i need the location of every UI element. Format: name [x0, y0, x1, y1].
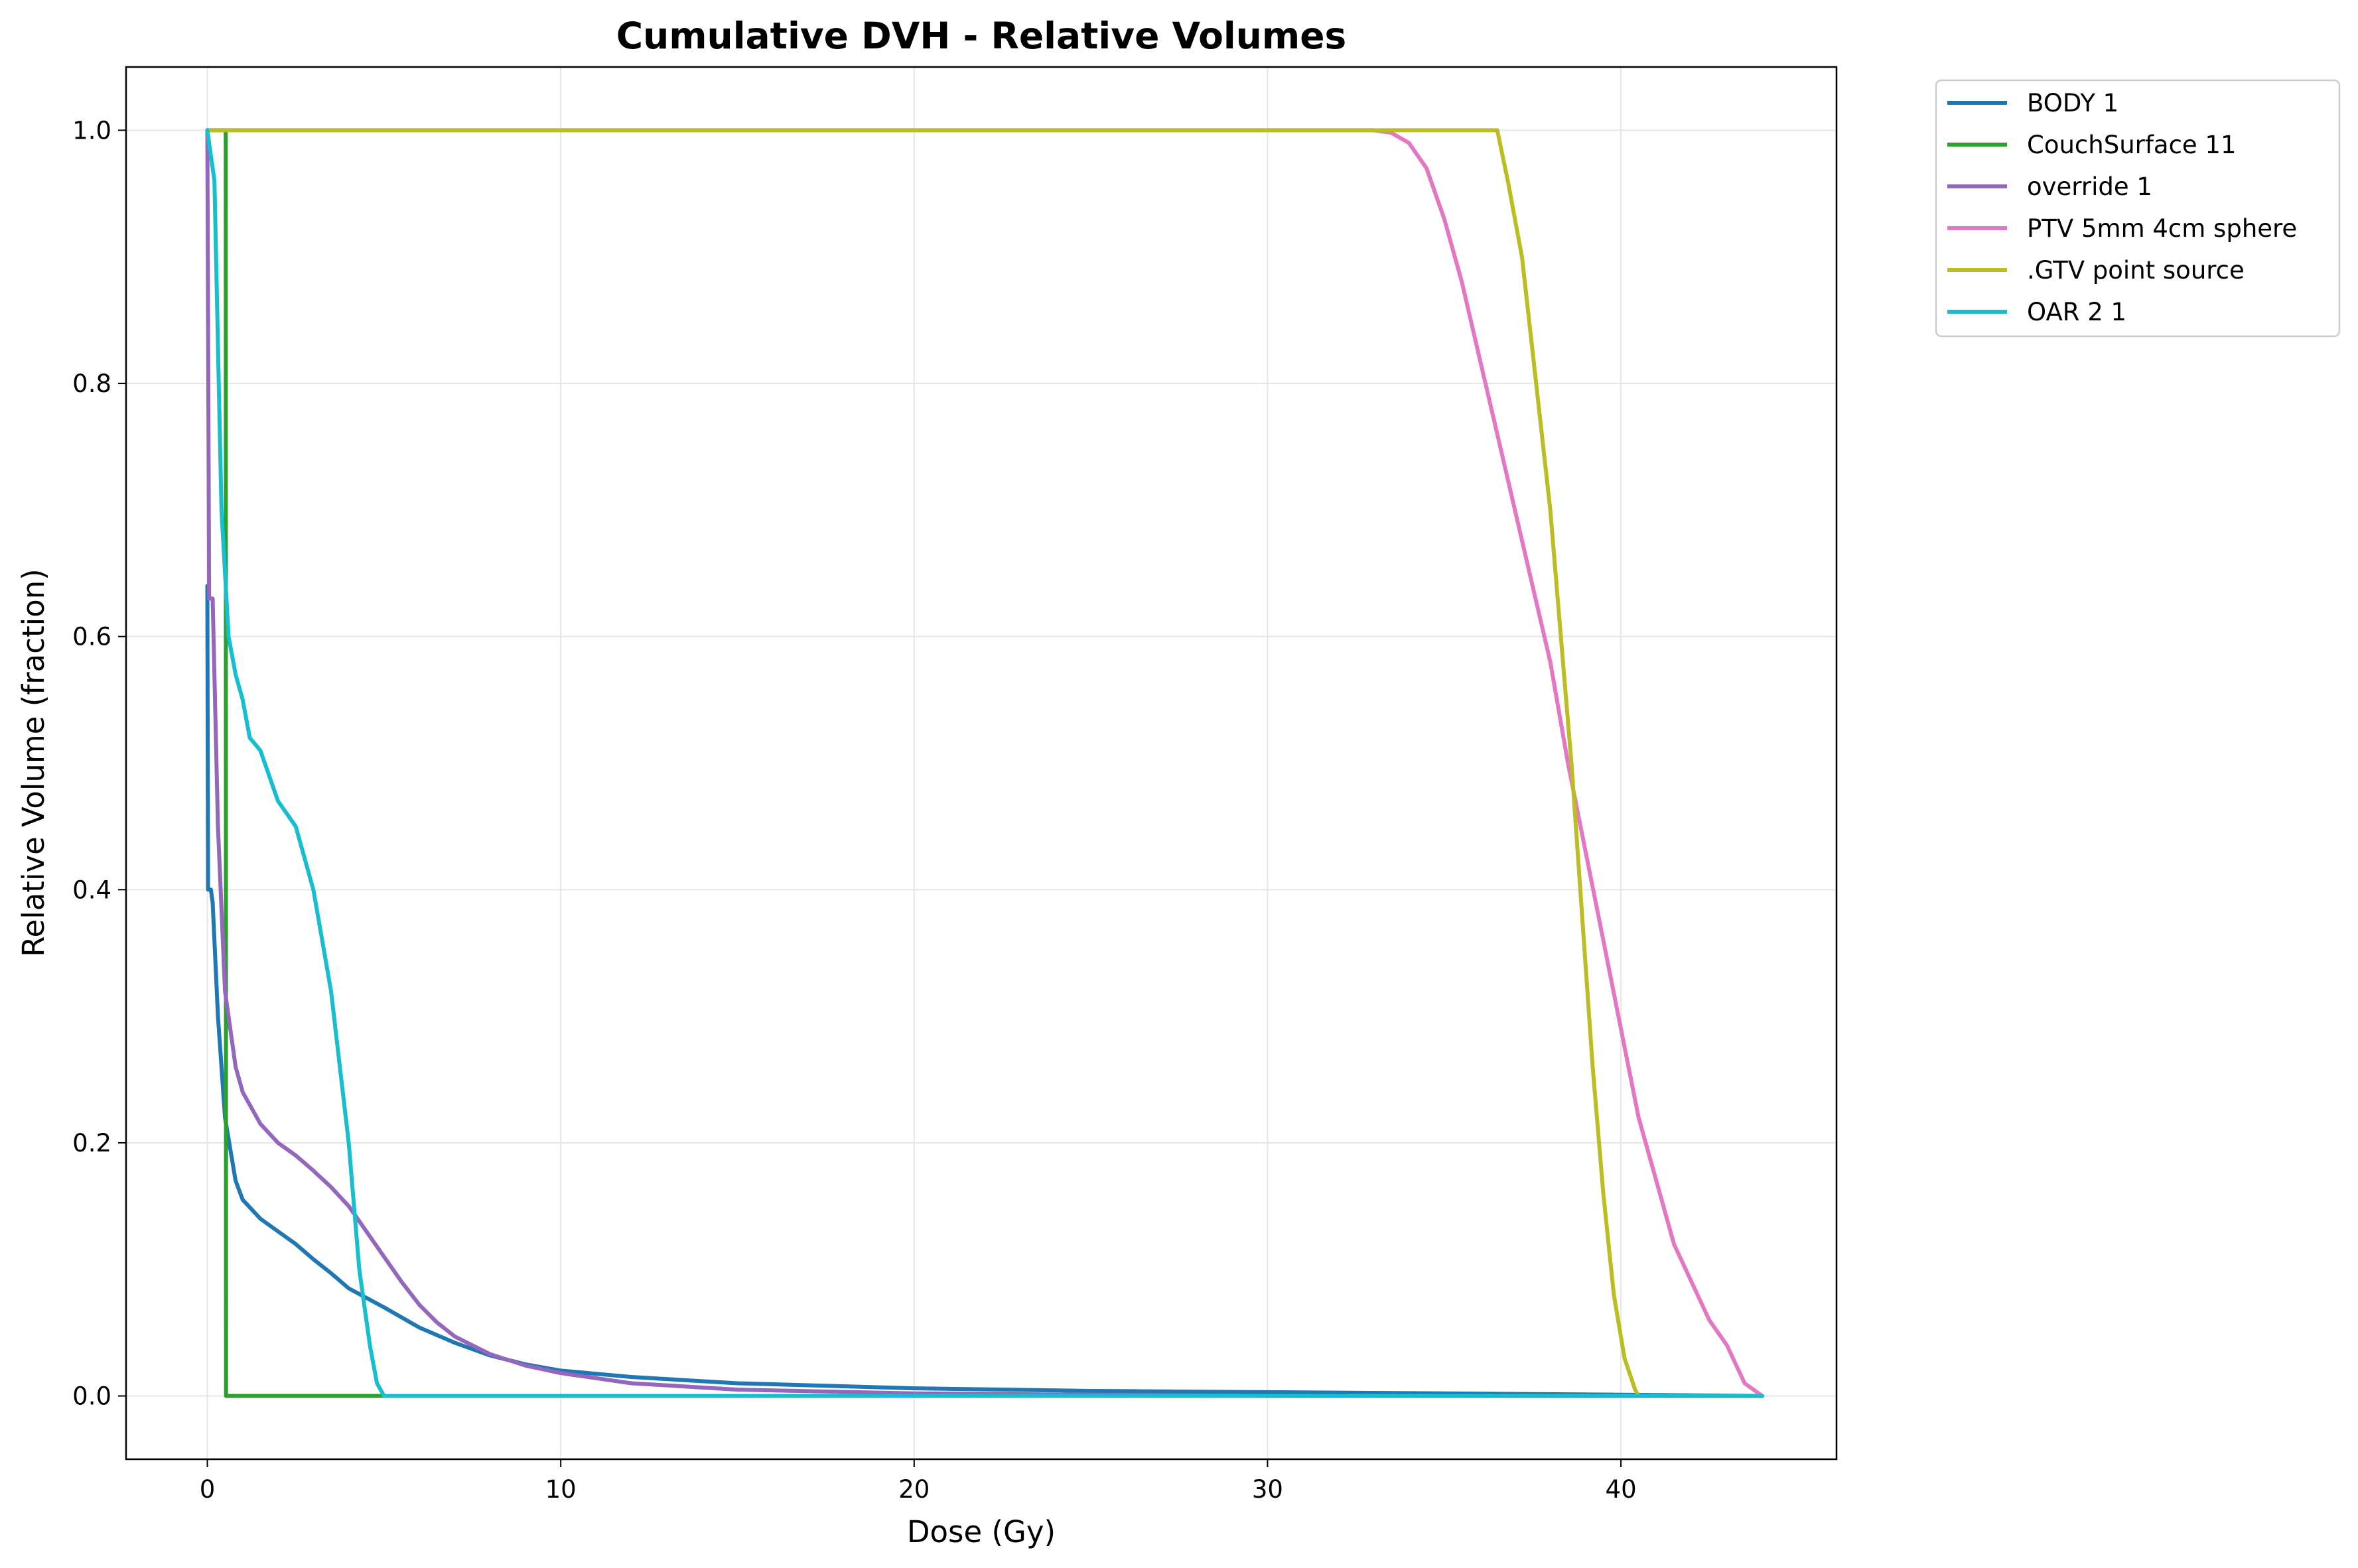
y-axis-label: Relative Volume (fraction) [16, 568, 51, 956]
legend-box [1935, 79, 2341, 338]
y-tick-label: 0.2 [72, 1129, 111, 1157]
legend-label: override 1 [2027, 172, 2152, 201]
y-tick-label: 0.6 [72, 623, 111, 651]
x-tick-label: 0 [200, 1475, 216, 1504]
series-line [205, 128, 1765, 1398]
legend: BODY 1 CouchSurface 11 override 1 PTV 5mm 4… [1935, 79, 2341, 338]
series-lines [205, 128, 1765, 1398]
y-tick-label: 0.4 [72, 876, 111, 904]
series-line [205, 584, 1765, 1398]
y-tick-label: 1.0 [72, 116, 111, 145]
chart-title: Cumulative DVH - Relative Volumes [616, 15, 1347, 57]
series-line [205, 128, 1641, 1398]
legend-label: .GTV point source [2027, 256, 2245, 285]
series-line [205, 128, 1765, 1398]
axis-ticks: 0 10 20 30 40 0.0 0.2 0.4 0.6 0.8 1.0 [72, 116, 1636, 1504]
legend-label: OAR 2 1 [2027, 298, 2126, 326]
y-tick-label: 0.0 [72, 1382, 111, 1411]
x-tick-label: 10 [545, 1475, 577, 1504]
y-tick-label: 0.8 [72, 369, 111, 398]
legend-label: PTV 5mm 4cm sphere [2027, 214, 2297, 243]
x-tick-label: 20 [898, 1475, 930, 1504]
legend-label: BODY 1 [2027, 89, 2118, 117]
x-tick-label: 40 [1606, 1475, 1637, 1504]
x-tick-label: 30 [1252, 1475, 1283, 1504]
legend-label: CouchSurface 11 [2027, 131, 2237, 159]
series-line [205, 128, 1765, 1398]
x-axis-label: Dose (Gy) [907, 1514, 1056, 1549]
plot-frame [125, 66, 1838, 1461]
